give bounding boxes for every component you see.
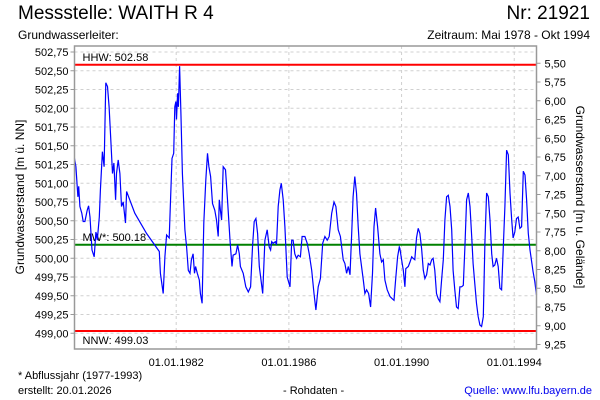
y2-tick-label: 5,50 (545, 58, 566, 70)
plot-frame (73, 45, 538, 350)
y-tick-label: 500,00 (35, 253, 69, 265)
x-tick-label: 01.01.1982 (149, 357, 204, 369)
y-tick-label: 499,75 (35, 272, 69, 284)
x-tick-label: 01.01.1986 (261, 357, 316, 369)
y-tick-label: 499,00 (35, 328, 69, 340)
y2-tick-label: 7,00 (545, 171, 566, 183)
page-title: Messstelle: WAITH R 4 (18, 3, 214, 24)
x-tick-label: 01.01.1994 (487, 357, 542, 369)
y-tick-label: 501,50 (35, 141, 69, 153)
footnote: * Abflussjahr (1977-1993) (18, 370, 143, 382)
y-axis-label: Grundwasserstand [m ü. NN] (13, 120, 27, 275)
created-date: erstellt: 20.01.2026 (18, 385, 112, 397)
y-tick-label: 502,00 (35, 103, 69, 115)
y-tick-label: 502,50 (35, 66, 69, 78)
y-tick-label: 500,50 (35, 216, 69, 228)
reference-label-nnw: NNW: 499.03 (83, 335, 149, 347)
data-type-label: - Rohdaten - (283, 385, 345, 397)
x-tick-label: 01.01.1990 (374, 357, 429, 369)
aquifer-label: Grundwasserleiter: (18, 28, 119, 42)
y2-tick-label: 6,75 (545, 152, 566, 164)
y2-tick-label: 9,00 (545, 321, 566, 333)
y2-tick-label: 7,50 (545, 208, 566, 220)
y2-tick-label: 7,75 (545, 227, 566, 239)
reference-label-hhw: HHW: 502.58 (83, 52, 149, 64)
period-label: Zeitraum: Mai 1978 - Okt 1994 (427, 28, 590, 42)
y2-tick-label: 5,75 (545, 77, 566, 89)
y2-tick-label: 8,75 (545, 302, 566, 314)
y-tick-label: 499,50 (35, 291, 69, 303)
reference-lines: HHW: 502.58 MW*: 500.18 NNW: 499.03 (74, 52, 537, 347)
y2-axis-label: Grundwasserstand [m u. Gelände] (573, 106, 587, 289)
reference-label-mw: MW*: 500.18 (83, 232, 147, 244)
y2-tick-label: 8,25 (545, 265, 566, 277)
y-tick-label: 501,25 (35, 160, 69, 172)
y-tick-label: 500,25 (35, 235, 69, 247)
y2-tick-label: 6,50 (545, 133, 566, 145)
y-tick-label: 500,75 (35, 197, 69, 209)
y2-tick-label: 6,25 (545, 115, 566, 127)
y2-tick-label: 6,00 (545, 96, 566, 108)
station-number: Nr: 21921 (506, 3, 590, 24)
series-line-groundwater-level (73, 66, 538, 328)
y2-tick-label: 8,50 (545, 283, 566, 295)
source-link[interactable]: Quelle: www.lfu.bayern.de (464, 385, 592, 397)
y-tick-label: 501,00 (35, 178, 69, 190)
y2-tick-label: 9,25 (545, 340, 566, 352)
y-tick-label: 499,25 (35, 310, 69, 322)
y-tick-label: 501,75 (35, 122, 69, 134)
y2-tick-label: 8,00 (545, 246, 566, 258)
axes: 499,00 499,25 499,50 499,75 500,00 500,25 500,… (35, 47, 566, 369)
y2-tick-label: 7,25 (545, 190, 566, 202)
y-tick-label: 502,25 (35, 85, 69, 97)
y-tick-label: 502,75 (35, 47, 69, 59)
